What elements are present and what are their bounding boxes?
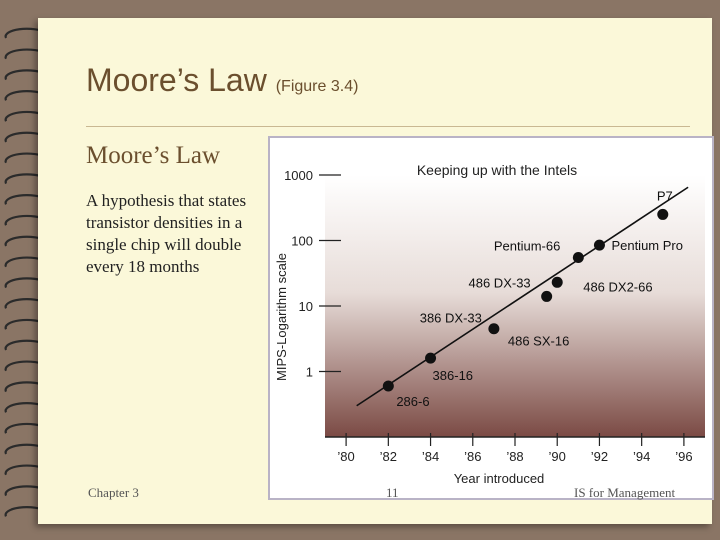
- y-tick-label: 100: [291, 234, 313, 249]
- slide-title: Moore’s Law (Figure 3.4): [86, 62, 358, 99]
- data-point-label: 286-6: [396, 394, 429, 409]
- chart-axes: ’80 ’82 ’84 ’86 ’88 ’90 ’92 ’94 ’96 1 10 100 1000: [284, 168, 705, 464]
- chart-title: Keeping up with the Intels: [417, 162, 577, 178]
- y-axis-label: MIPS-Logarithm scale: [274, 253, 289, 381]
- body-line: transistor densities in a: [86, 213, 243, 232]
- data-point-label: Pentium Pro: [611, 238, 683, 253]
- body-text: A hypothesis that states transistor dens…: [86, 190, 276, 278]
- slide-page: Moore’s Law (Figure 3.4) Moore’s Law A h…: [38, 18, 714, 524]
- data-point: [488, 323, 500, 335]
- slide-title-main: Moore’s Law: [86, 62, 267, 98]
- chart-marks: 286-6 386-16 386 DX-33 486 SX-16 486 DX-33 48…: [356, 186, 689, 409]
- x-tick-label: ’84: [422, 449, 439, 464]
- data-point-label: 486 DX-33: [469, 275, 531, 290]
- footer-chapter: Chapter 3: [88, 485, 139, 500]
- y-tick-label: 1000: [284, 168, 313, 183]
- data-point-label: P7: [657, 188, 673, 203]
- x-tick-label: ’90: [549, 449, 566, 464]
- body-line: A hypothesis that states: [86, 191, 247, 210]
- x-axis-label: Year introduced: [454, 471, 545, 486]
- x-tick-label: ’86: [464, 449, 481, 464]
- data-point-label: Pentium-66: [494, 239, 560, 254]
- data-point-label: 386-16: [433, 368, 473, 383]
- data-point-label: 386 DX-33: [420, 311, 482, 326]
- data-point: [657, 208, 669, 220]
- x-tick-label: ’92: [591, 449, 608, 464]
- x-tick-label: ’80: [337, 449, 354, 464]
- data-point: [541, 290, 553, 302]
- footer-course: IS for Management: [574, 485, 676, 500]
- moores-law-chart: Keeping up with the Intels ’80’82’84’86’…: [268, 136, 714, 500]
- footer-page-number: 11: [386, 485, 399, 500]
- title-divider: [86, 126, 690, 127]
- slide-title-suffix: (Figure 3.4): [275, 78, 359, 95]
- y-tick-label: 1: [306, 365, 313, 380]
- x-tick-label: ’88: [506, 449, 523, 464]
- body-line: every 18 months: [86, 257, 200, 276]
- data-point: [425, 352, 437, 364]
- trend-line: [356, 186, 689, 407]
- x-tick-label: ’94: [633, 449, 650, 464]
- data-point-label: 486 DX2-66: [583, 279, 652, 294]
- data-point: [382, 380, 394, 392]
- x-tick-label: ’82: [380, 449, 397, 464]
- subheading: Moore’s Law: [86, 142, 220, 169]
- data-point: [572, 252, 584, 264]
- data-point: [593, 239, 605, 251]
- data-point: [551, 276, 563, 288]
- y-tick-label: 10: [299, 299, 313, 314]
- x-tick-label: ’96: [675, 449, 692, 464]
- data-point-label: 486 SX-16: [508, 334, 569, 349]
- body-line: single chip will double: [86, 235, 242, 254]
